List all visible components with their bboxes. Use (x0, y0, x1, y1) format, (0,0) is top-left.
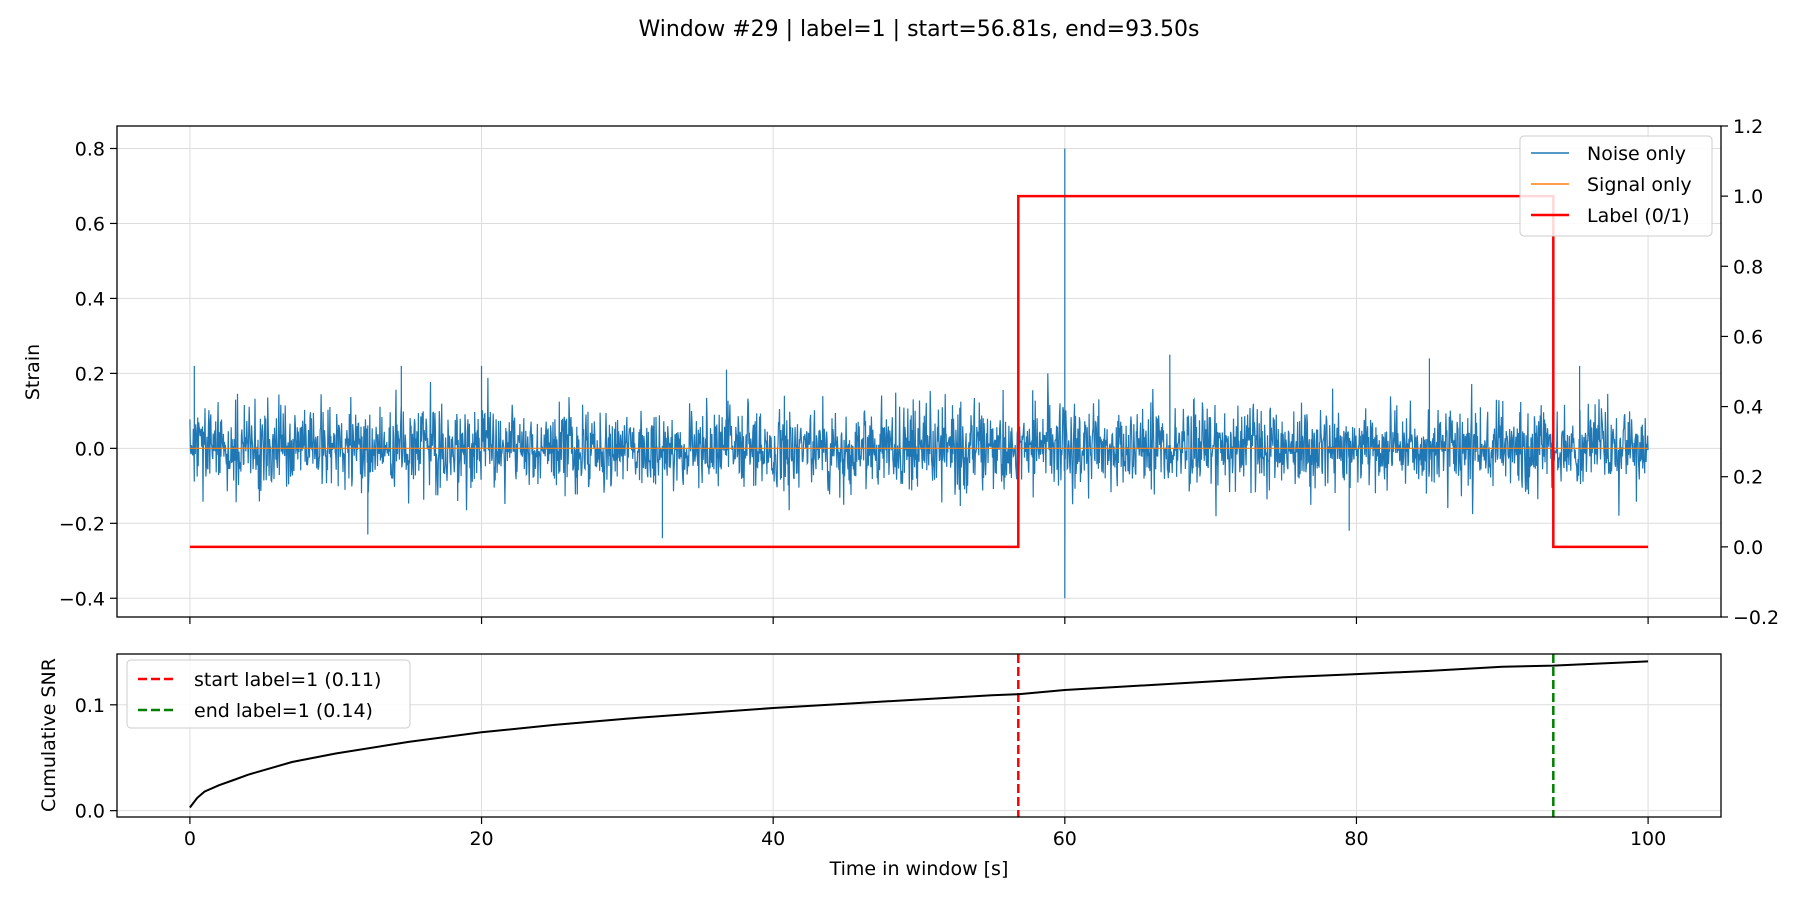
noise-only-line (189, 148, 1649, 599)
bottom-legend-box (126, 659, 411, 729)
top-y-axis-label: Strain (22, 344, 44, 400)
top-right-y-tick-label: −0.2 (1733, 607, 1779, 629)
top-right-y-tick-label: 0.6 (1733, 326, 1763, 348)
top-right-y-tick-label: 1.0 (1733, 186, 1763, 208)
label-series (189, 194, 1649, 549)
legend-start-label: start label=1 (0.11) (194, 669, 381, 691)
top-y-tick-label: 0.4 (75, 288, 105, 310)
top-right-y-tick-label: 0.8 (1733, 256, 1763, 278)
top-legend-box (1519, 135, 1713, 237)
top-legend: Noise only Signal only Label (0/1) (1519, 135, 1713, 237)
bottom-x-tick-label: 0 (184, 828, 196, 850)
top-y-tick-label: 0.0 (75, 438, 105, 460)
top-y-tick-label: 0.6 (75, 213, 105, 235)
top-y-tick-label: −0.2 (59, 513, 105, 535)
bottom-x-tick-label: 60 (1053, 828, 1077, 850)
legend-label-label: Label (0/1) (1587, 205, 1690, 227)
bottom-y-tick-label: 0.0 (75, 801, 105, 823)
bottom-legend: start label=1 (0.11) end label=1 (0.14) (126, 659, 411, 729)
top-y-ticks: −0.4 −0.2 0.0 0.2 0.4 0.6 0.8 (59, 138, 117, 610)
top-right-y-tick-label: 0.2 (1733, 467, 1763, 489)
figure-title: Window #29 | label=1 | start=56.81s, end… (638, 17, 1199, 42)
bottom-marker-lines (1017, 654, 1555, 817)
bottom-x-tick-label: 100 (1630, 828, 1666, 850)
bottom-y-axis-label: Cumulative SNR (38, 658, 60, 812)
bottom-x-ticks: 0 20 40 60 80 100 (184, 817, 1666, 850)
bottom-y-tick-label: 0.1 (75, 695, 105, 717)
bottom-x-tick-label: 80 (1344, 828, 1368, 850)
cumulative-snr-series (189, 660, 1649, 809)
top-y-tick-label: −0.4 (59, 588, 105, 610)
top-right-y-tick-label: 1.2 (1733, 116, 1763, 138)
top-y-tick-label: 0.2 (75, 363, 105, 385)
label-line (189, 194, 1649, 549)
bottom-axes-frame (116, 653, 1722, 818)
bottom-x-tick-label: 20 (469, 828, 493, 850)
bottom-x-tick-label: 40 (761, 828, 785, 850)
top-x-ticks (189, 617, 1649, 624)
x-axis-label: Time in window [s] (829, 858, 1009, 880)
top-y-tick-label: 0.8 (75, 138, 105, 160)
bottom-y-ticks: 0.0 0.1 (75, 695, 117, 823)
top-right-y-tick-label: 0.4 (1733, 397, 1763, 419)
noise-only-series (189, 148, 1649, 599)
cumulative-snr-line (189, 660, 1649, 809)
top-axes-frame (116, 125, 1722, 618)
top-panel: −0.4 −0.2 0.0 0.2 0.4 0.6 0.8 −0.2 0.0 0.2 0.4 0.6… (22, 116, 1779, 629)
legend-noise-label: Noise only (1587, 143, 1686, 165)
top-right-y-tick-label: 0.0 (1733, 537, 1763, 559)
legend-signal-label: Signal only (1587, 174, 1692, 196)
legend-end-label: end label=1 (0.14) (194, 700, 373, 722)
bottom-panel: 0 20 40 60 80 100 0.0 0.1 Cumulative SNR Time … (38, 653, 1722, 880)
top-right-y-ticks: −0.2 0.0 0.2 0.4 0.6 0.8 1.0 1.2 (1721, 116, 1779, 629)
